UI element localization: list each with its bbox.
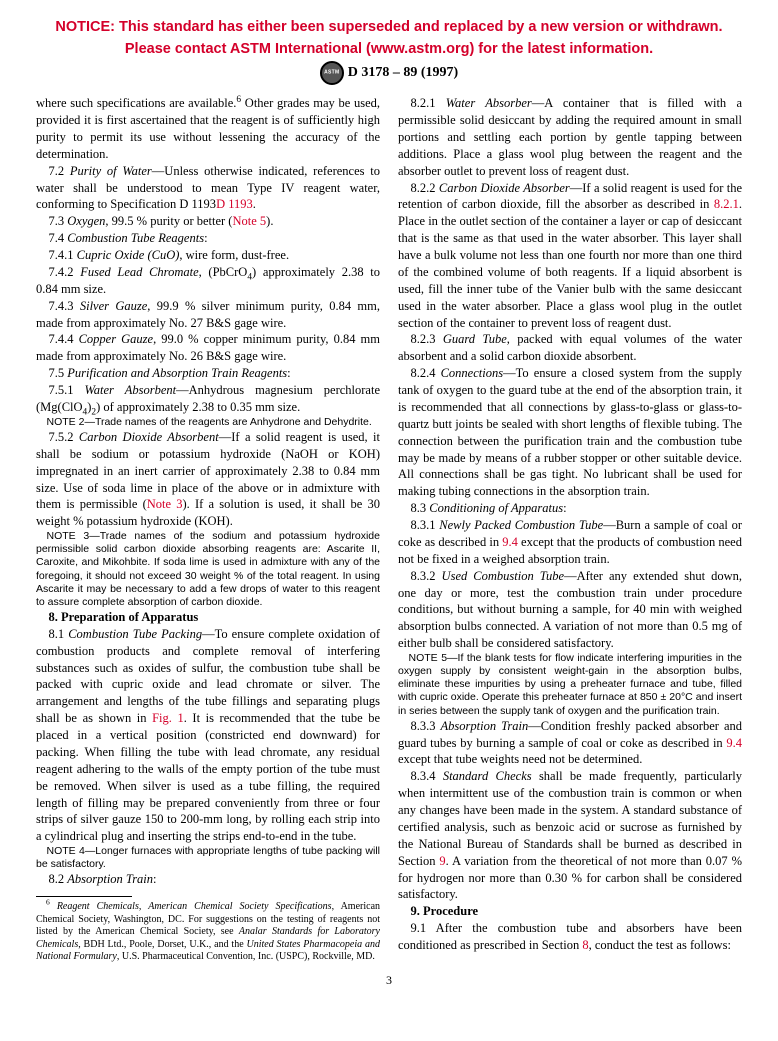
para-8-2-1: 8.2.1 Water Absorber—A container that is… (398, 95, 742, 179)
standard-header: D 3178 – 89 (1997) (36, 61, 742, 85)
link-9-4a[interactable]: 9.4 (502, 535, 518, 549)
para-8-3-3: 8.3.3 Absorption Train—Condition freshly… (398, 718, 742, 769)
astm-logo-icon (320, 61, 344, 85)
note-2: NOTE 2—Trade names of the reagents are A… (36, 416, 380, 429)
para-8-2-4: 8.2.4 Connections—To ensure a closed sys… (398, 365, 742, 500)
para-7-4: 7.4 Combustion Tube Reagents: (36, 230, 380, 247)
para-8-3-1: 8.3.1 Newly Packed Combustion Tube—Burn … (398, 517, 742, 568)
link-9-4b[interactable]: 9.4 (726, 736, 742, 750)
para-7-5: 7.5 Purification and Absorption Train Re… (36, 365, 380, 382)
note-4: NOTE 4—Longer furnaces with appropriate … (36, 845, 380, 871)
para-7-4-1: 7.4.1 Cupric Oxide (CuO), wire form, dus… (36, 247, 380, 264)
para-7-5-1: 7.5.1 Water Absorbent—Anhydrous magnesiu… (36, 382, 380, 416)
note-3: NOTE 3—Trade names of the sodium and pot… (36, 530, 380, 609)
link-8-2-1[interactable]: 8.2.1 (714, 197, 739, 211)
note-5: NOTE 5—If the blank tests for flow indic… (398, 652, 742, 718)
para-7-3: 7.3 Oxygen, 99.5 % purity or better (Not… (36, 213, 380, 230)
para-8-1: 8.1 Combustion Tube Packing—To ensure co… (36, 626, 380, 845)
designation: D 3178 – 89 (1997) (348, 64, 458, 83)
para-continuation: where such specifications are available.… (36, 95, 380, 163)
two-column-body: where such specifications are available.… (36, 95, 742, 964)
link-fig1[interactable]: Fig. 1 (152, 711, 184, 725)
para-7-4-2: 7.4.2 Fused Lead Chromate, (PbCrO4) appr… (36, 264, 380, 298)
para-7-2: 7.2 Purity of Water—Unless otherwise ind… (36, 163, 380, 214)
para-8-2-3: 8.2.3 Guard Tube, packed with equal volu… (398, 331, 742, 365)
footnote-6: 6 Reagent Chemicals, American Chemical S… (36, 901, 380, 964)
page-number: 3 (36, 972, 742, 988)
para-8-3: 8.3 Conditioning of Apparatus: (398, 500, 742, 517)
link-d1193[interactable]: D 1193 (216, 197, 253, 211)
link-note3[interactable]: Note 3 (147, 497, 183, 511)
para-8-3-4: 8.3.4 Standard Checks shall be made freq… (398, 768, 742, 903)
notice-line2: Please contact ASTM International (www.a… (36, 40, 742, 60)
para-7-4-4: 7.4.4 Copper Gauze, 99.0 % copper minimu… (36, 331, 380, 365)
para-8-2-2: 8.2.2 Carbon Dioxide Absorber—If a solid… (398, 180, 742, 332)
footnote-rule (36, 896, 132, 897)
page: NOTICE: This standard has either been su… (0, 0, 778, 1012)
notice-line1: NOTICE: This standard has either been su… (36, 18, 742, 38)
section-8-head: 8. Preparation of Apparatus (36, 609, 380, 626)
para-9-1: 9.1 After the combustion tube and absorb… (398, 920, 742, 954)
para-7-5-2: 7.5.2 Carbon Dioxide Absorbent—If a soli… (36, 429, 380, 530)
para-8-3-2: 8.3.2 Used Combustion Tube—After any ext… (398, 568, 742, 652)
para-7-4-3: 7.4.3 Silver Gauze, 99.9 % silver minimu… (36, 298, 380, 332)
section-9-head: 9. Procedure (398, 903, 742, 920)
para-8-2: 8.2 Absorption Train: (36, 871, 380, 888)
link-note5[interactable]: Note 5 (232, 214, 266, 228)
footnote-block: 6 Reagent Chemicals, American Chemical S… (36, 896, 380, 964)
